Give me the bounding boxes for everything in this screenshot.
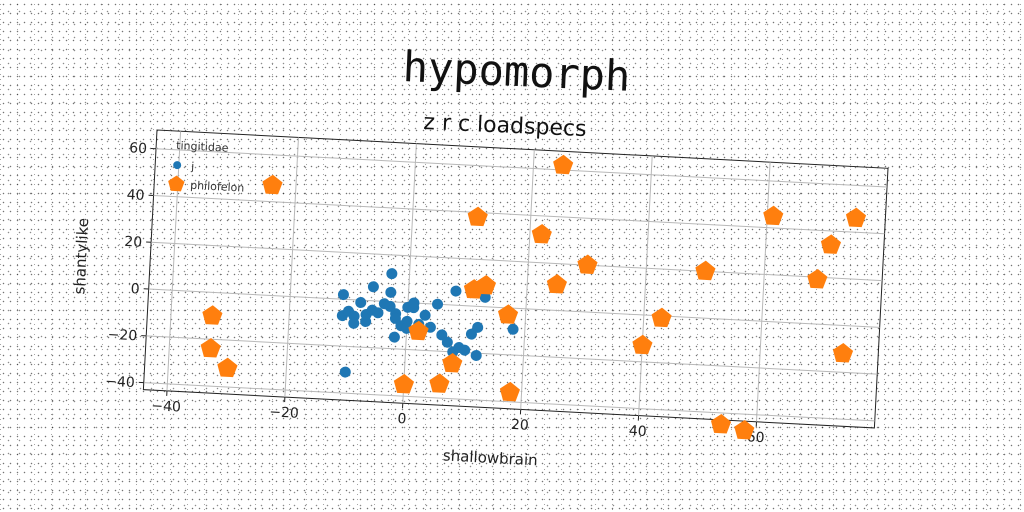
data-point-philofelon (546, 274, 568, 294)
data-point-philofelon (467, 206, 488, 227)
data-point-philofelon (807, 268, 828, 289)
y-grid-line (153, 194, 885, 235)
data-point-j (470, 349, 482, 361)
data-point-j (441, 336, 453, 348)
data-point-philofelon (832, 342, 854, 363)
x-grid-line (284, 137, 299, 398)
x-tick-label: −40 (151, 398, 181, 416)
plot-frame (142, 129, 889, 429)
data-point-j (355, 297, 367, 309)
grid-lines (143, 131, 888, 422)
data-point-philofelon (475, 275, 497, 295)
x-grid-line (755, 162, 771, 422)
y-tick-label: 20 (124, 234, 143, 251)
legend-title: tingitidae (176, 139, 229, 155)
data-point-philofelon (531, 223, 552, 244)
x-grid-line (402, 143, 417, 404)
legend-marker-j (173, 161, 182, 170)
y-tick-label: 40 (126, 187, 145, 204)
data-point-j (507, 323, 519, 335)
data-point-j (386, 268, 398, 280)
data-point-philofelon (393, 373, 415, 394)
legend-marker-philofelon (168, 175, 185, 192)
data-point-j (367, 281, 379, 293)
data-point-philofelon (200, 337, 221, 358)
data-point-philofelon (442, 352, 463, 373)
data-point-j (450, 285, 462, 297)
data-point-j (337, 289, 349, 301)
legend-label-j: j (190, 160, 195, 173)
y-grid-line (143, 382, 875, 422)
data-point-philofelon (577, 254, 598, 275)
data-point-j (472, 321, 484, 333)
data-point-philofelon (710, 414, 732, 434)
data-point-j (388, 331, 400, 343)
data-point-philofelon (408, 320, 429, 341)
data-point-philofelon (763, 205, 784, 226)
y-tick-label: −40 (105, 374, 135, 392)
data-point-philofelon (820, 234, 842, 254)
data-point-j (459, 344, 471, 356)
y-grid-line (151, 241, 883, 282)
y-axis-label: shantylike (70, 218, 92, 295)
data-point-j (372, 307, 384, 319)
y-tick-label: −20 (107, 327, 137, 345)
x-tick-label: 40 (628, 423, 647, 440)
data-point-philofelon (651, 307, 672, 328)
x-tick-label: 20 (511, 417, 530, 434)
x-grid-line (638, 155, 653, 416)
data-point-philofelon (553, 154, 574, 175)
data-point-philofelon (202, 305, 223, 325)
data-point-philofelon (498, 304, 519, 324)
data-point-philofelon (695, 260, 716, 281)
data-point-j (385, 286, 397, 298)
data-points (200, 154, 867, 440)
data-point-philofelon (262, 174, 283, 195)
x-tick-label: 0 (397, 411, 407, 427)
x-axis-label: shallowbrain (442, 446, 538, 469)
x-grid-line (166, 131, 182, 391)
legend: tingitidae j philofelon (168, 139, 245, 195)
legend-label-philofelon: philofelon (190, 179, 245, 195)
y-grid-line (148, 288, 880, 328)
data-point-philofelon (429, 373, 450, 393)
x-grid-line (520, 149, 535, 410)
data-point-philofelon (845, 207, 867, 228)
data-point-philofelon (217, 357, 238, 378)
y-grid-line (155, 148, 888, 188)
data-point-j (348, 317, 360, 329)
data-point-philofelon (734, 419, 755, 440)
y-tick-label: 60 (129, 140, 148, 157)
data-point-j (432, 298, 444, 310)
data-point-j (419, 309, 431, 321)
data-point-j (479, 291, 491, 303)
data-point-j (408, 297, 420, 309)
x-tick-label: −20 (269, 404, 299, 422)
y-grid-line (146, 335, 878, 375)
data-point-philofelon (499, 381, 520, 402)
data-point-philofelon (632, 334, 653, 355)
data-point-j (339, 366, 351, 378)
y-tick-label: 0 (130, 281, 140, 297)
